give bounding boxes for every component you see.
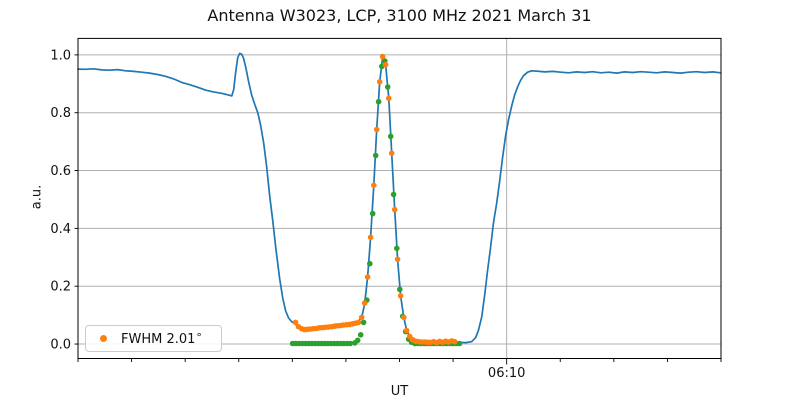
data-dot (373, 126, 380, 133)
legend-label: FWHM 2.01° (121, 330, 202, 347)
y-ticks: 0.0 0.2 0.4 0.6 0.8 1.0 (50, 48, 78, 353)
data-dot (361, 300, 368, 306)
fit-dot (354, 337, 361, 344)
fit-dot (456, 340, 463, 347)
data-dot (292, 319, 299, 326)
fit-dot (375, 98, 382, 105)
fit-dot (397, 286, 403, 293)
data-dot (391, 206, 398, 213)
blue-line (77, 52, 722, 344)
spines (77, 37, 722, 360)
legend-marker-dot (100, 335, 107, 342)
data-dot (401, 314, 407, 321)
antenna-response-curve (77, 52, 722, 344)
y-tick-label: 0.2 (50, 280, 71, 295)
y-tick-label: 0.8 (50, 106, 71, 121)
legend: FWHM 2.01° (85, 325, 222, 352)
fit-dot (347, 340, 354, 347)
degree-symbol: ° (196, 330, 202, 344)
chart-title: Antenna W3023, LCP, 3100 MHz 2021 March … (207, 6, 592, 25)
y-axis-label: a.u. (29, 184, 45, 210)
fit-dot (369, 210, 376, 217)
data-dot (376, 79, 383, 85)
y-tick-label: 0.0 (50, 338, 71, 353)
data-dot (394, 256, 401, 263)
data-dot (371, 182, 377, 189)
data-dot (355, 319, 362, 326)
data-dot (397, 293, 404, 299)
data-dot (379, 53, 386, 60)
ticks (77, 358, 722, 365)
fit-dot (390, 191, 397, 198)
axes-frame (77, 37, 722, 360)
data-dot (358, 314, 365, 321)
x-tick-label-0610: 06:10 (487, 366, 526, 381)
data-dot (364, 274, 371, 280)
fit-dot (387, 133, 394, 140)
data-dots (292, 53, 458, 346)
data-dot (382, 61, 389, 68)
fit-dot (384, 84, 391, 90)
fit-dot (357, 332, 364, 338)
y-tick-label: 0.6 (50, 164, 71, 179)
data-dot (388, 150, 395, 156)
data-dot (367, 234, 374, 241)
fit-dot (394, 245, 400, 252)
gridlines (78, 38, 721, 359)
data-dot (386, 95, 392, 102)
y-tick-label: 1.0 (50, 48, 71, 63)
x-axis-label: UT (390, 384, 409, 399)
fit-dot (372, 152, 379, 159)
fit-dot (367, 260, 373, 267)
y-tick-label: 0.4 (50, 222, 71, 237)
data-dot (451, 338, 458, 345)
gaussian-fit-dots (289, 58, 463, 347)
data-dot (403, 327, 410, 334)
fit-dot (360, 319, 367, 326)
